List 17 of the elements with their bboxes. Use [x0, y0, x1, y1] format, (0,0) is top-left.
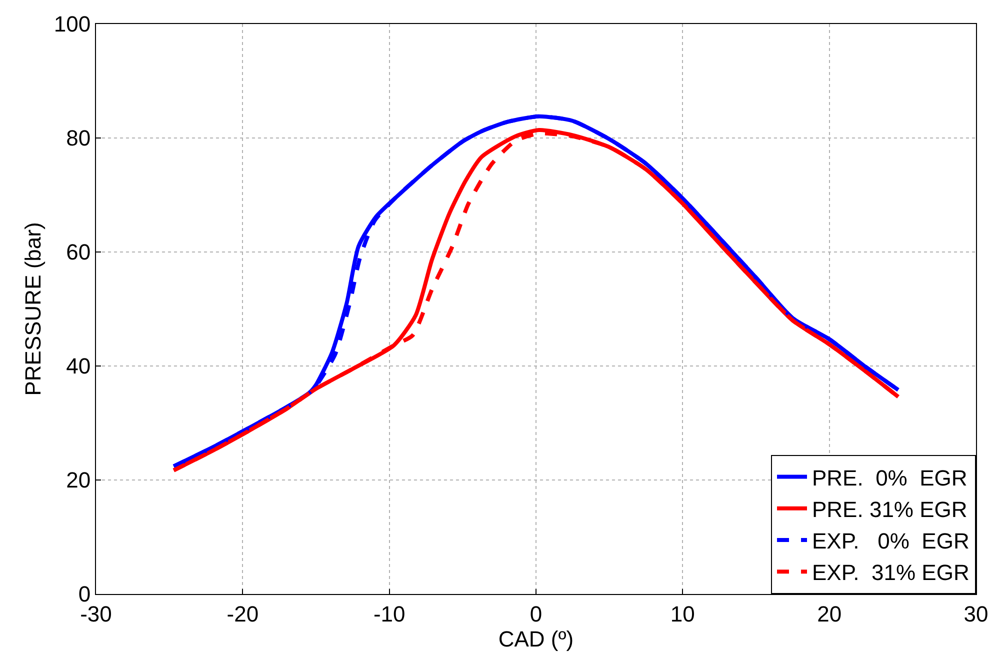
x-tick-label: 30 — [964, 601, 988, 626]
y-tick-label: 20 — [66, 468, 91, 493]
y-tick-label: 80 — [66, 126, 91, 151]
legend-label: PRE. 31% EGR — [812, 496, 968, 522]
x-tick-label: 20 — [817, 601, 842, 626]
y-tick-label: 40 — [66, 354, 91, 379]
legend-label: PRE. 0% EGR — [812, 465, 968, 490]
y-tick-label: 100 — [54, 12, 91, 37]
y-axis-title: PRESSURE (bar) — [20, 222, 46, 396]
x-tick-label: 0 — [530, 601, 542, 626]
x-tick-label: -10 — [373, 601, 406, 626]
x-axis-title: CAD (º) — [498, 626, 574, 652]
legend-label: EXP. 31% EGR — [812, 560, 970, 586]
legend-label: EXP. 0% EGR — [812, 528, 970, 554]
x-tick-label: -20 — [226, 601, 259, 626]
x-tick-label: 10 — [670, 601, 695, 626]
y-tick-label: 60 — [66, 240, 91, 265]
